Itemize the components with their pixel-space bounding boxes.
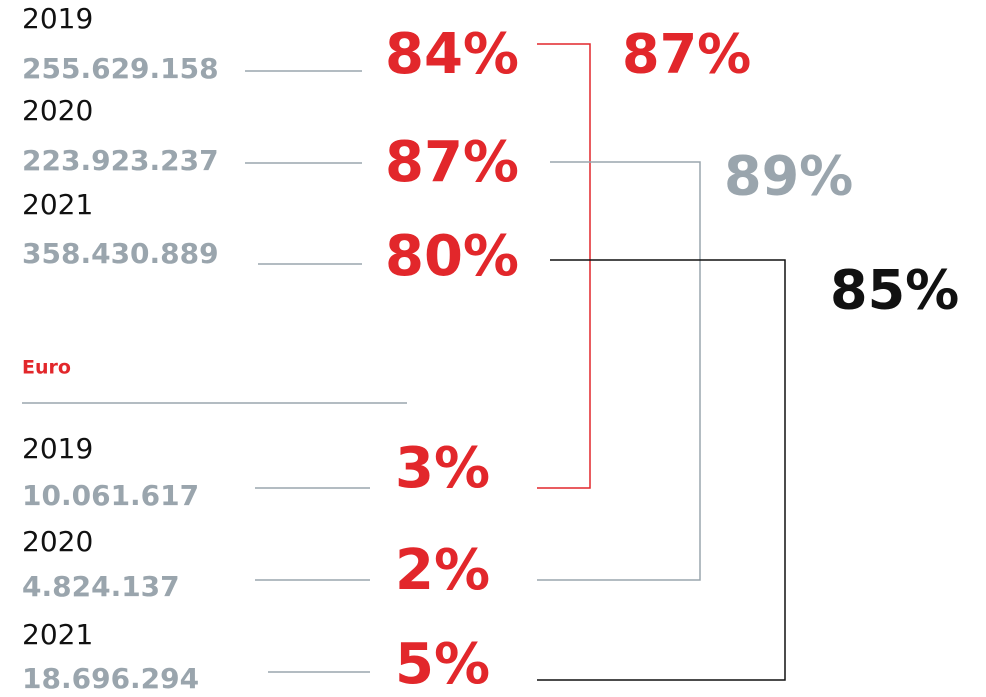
year: 2020 xyxy=(22,525,93,558)
amount: 10.061.617 xyxy=(22,479,199,512)
share: 84% xyxy=(385,22,519,87)
total: 85% xyxy=(830,259,959,322)
total: 89% xyxy=(724,145,853,208)
year: 2021 xyxy=(22,188,93,221)
amount: 4.824.137 xyxy=(22,570,180,603)
year: 2019 xyxy=(22,432,93,465)
total: 87% xyxy=(622,23,751,86)
amount: 255.629.158 xyxy=(22,52,219,85)
share: 87% xyxy=(385,130,519,195)
amount: 223.923.237 xyxy=(22,144,219,177)
year: 2020 xyxy=(22,94,93,127)
share: 2% xyxy=(395,538,490,603)
amount: 18.696.294 xyxy=(22,662,199,695)
year: 2019 xyxy=(22,2,93,35)
connector-red xyxy=(537,43,591,489)
amount: 358.430.889 xyxy=(22,237,219,270)
connector-gray xyxy=(537,161,701,581)
currency-label: Euro xyxy=(22,357,71,379)
share: 80% xyxy=(385,224,519,289)
share: 3% xyxy=(395,436,490,501)
share: 5% xyxy=(395,632,490,697)
year: 2021 xyxy=(22,618,93,651)
connector-black xyxy=(537,259,786,681)
